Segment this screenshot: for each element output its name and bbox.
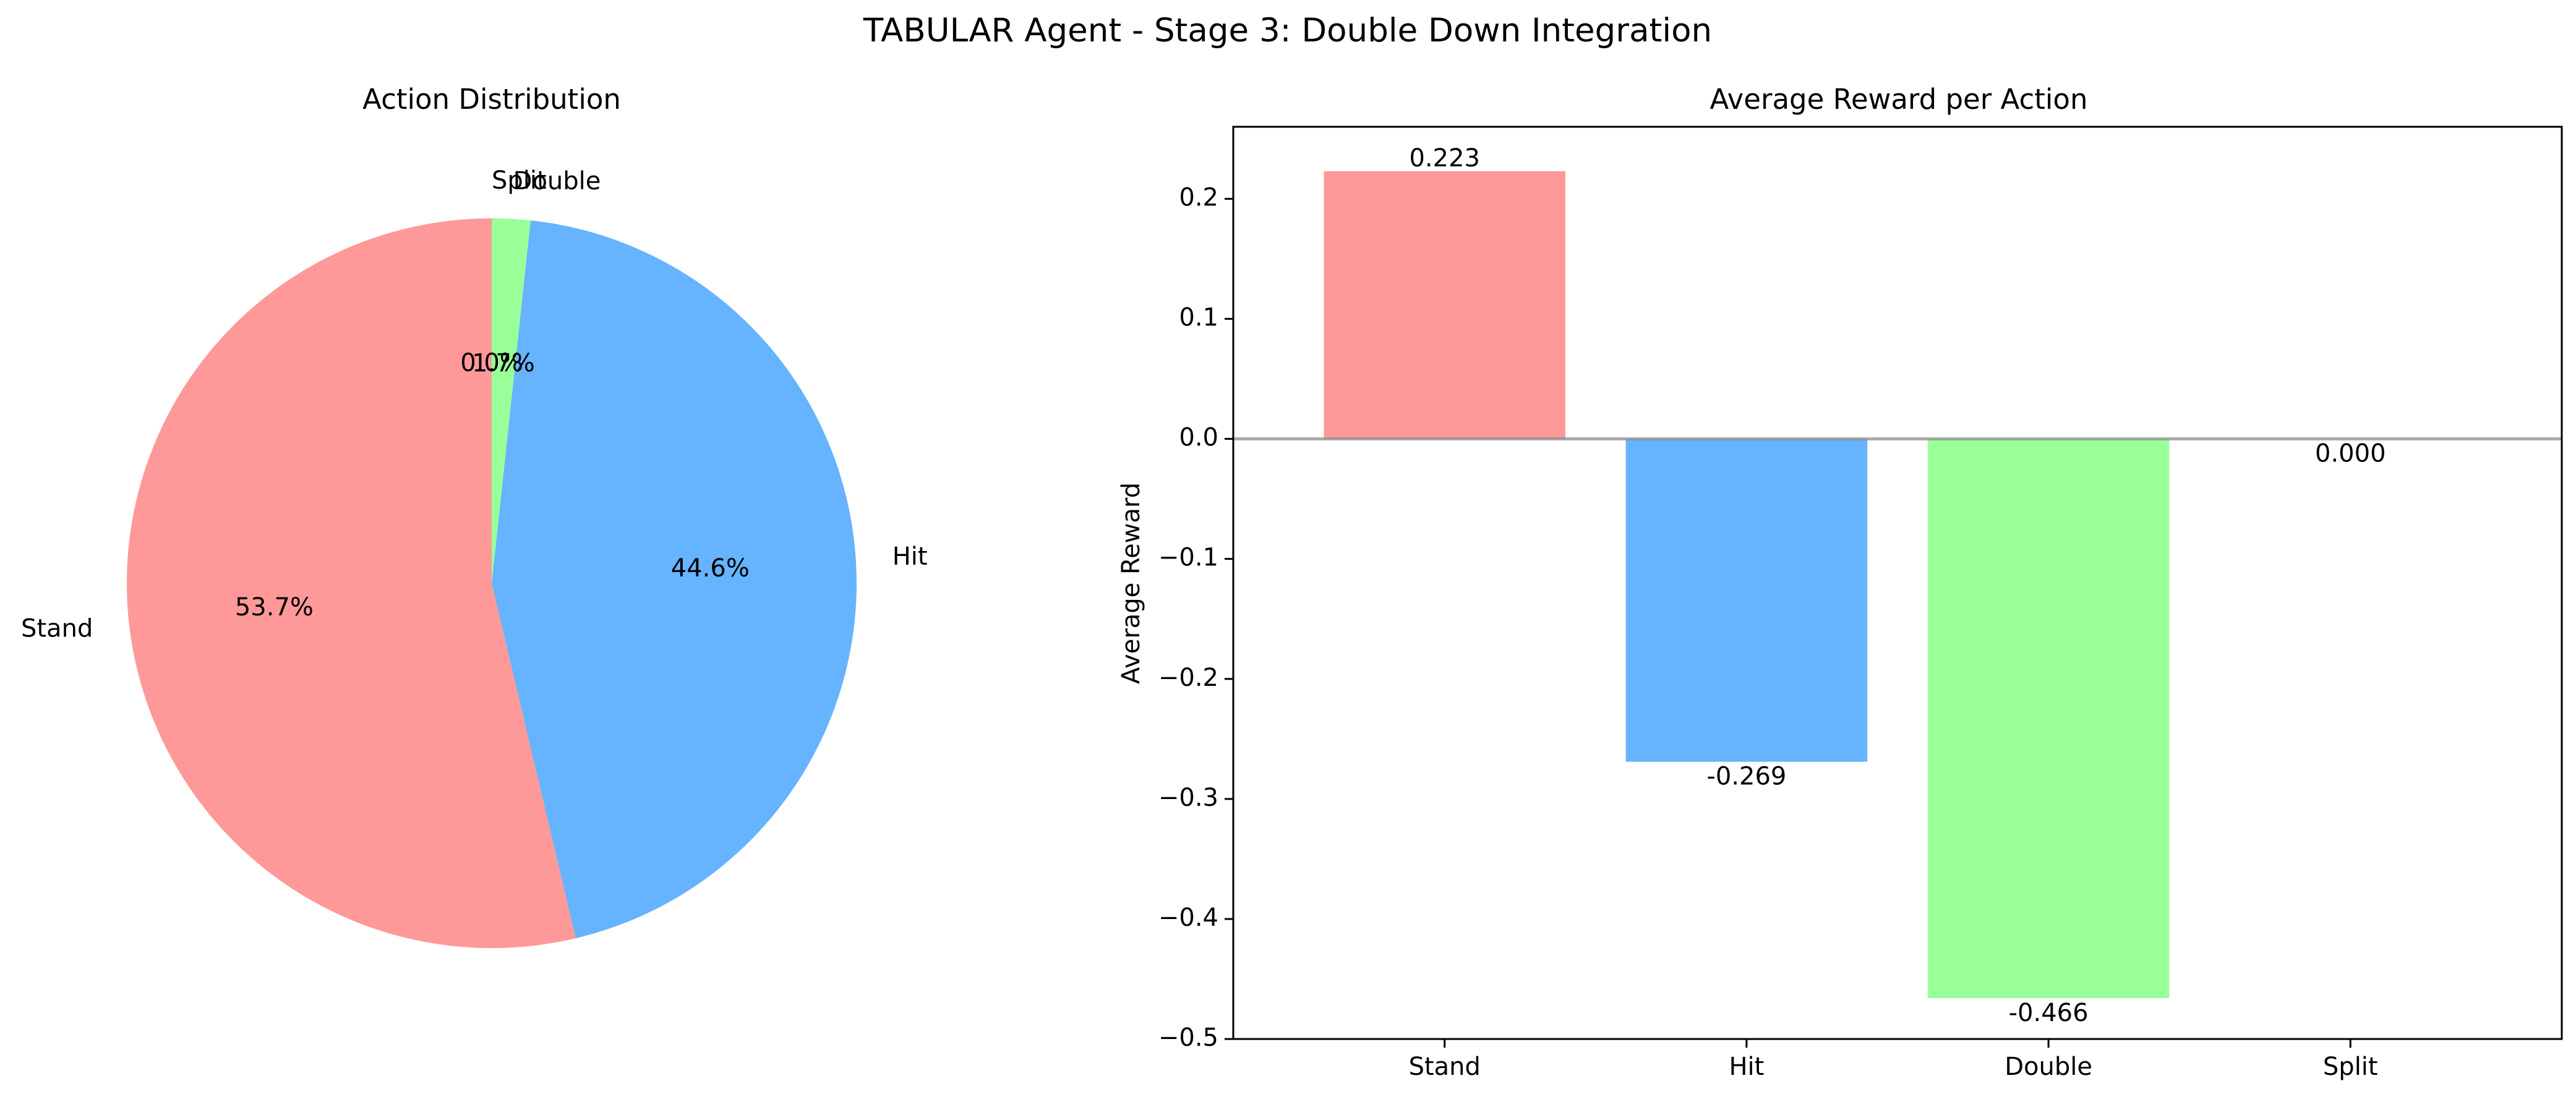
ytick-label: −0.1 — [1158, 544, 1218, 572]
bar-ylabel: Average Reward — [1117, 482, 1145, 684]
bar-double — [1927, 438, 2170, 999]
pie-slice-double — [492, 218, 531, 583]
ytick-label: 0.0 — [1179, 424, 1218, 452]
pie-title: Action Distribution — [362, 83, 621, 116]
pie-pct-hit: 44.6% — [671, 554, 750, 583]
ytick-label: −0.3 — [1158, 784, 1218, 812]
xtick-label-double: Double — [2005, 1053, 2092, 1081]
bar-hit — [1625, 438, 1868, 762]
pie-label-split: Split — [492, 166, 547, 195]
pie-chart: Action Distribution Stand 53.7% Hit 44.6% Do… — [21, 83, 928, 948]
bar-marks: 0.223 -0.269 -0.466 0.000 — [1233, 144, 2562, 1027]
pie-slice-stand — [127, 218, 576, 948]
ytick-label: 0.2 — [1179, 183, 1218, 212]
bar-title: Average Reward per Action — [1710, 83, 2088, 116]
pie-pct-double: 1.7% — [472, 349, 535, 378]
pie-label-hit: Hit — [892, 542, 928, 571]
xtick-label-split: Split — [2323, 1053, 2378, 1081]
pie-pct-split: 0.0% — [460, 349, 523, 377]
bar-stand — [1324, 171, 1565, 439]
pie-label-stand: Stand — [21, 614, 93, 643]
pie-label-double: Double — [513, 167, 601, 195]
bar-chart: Average Reward per Action Average Reward… — [1117, 83, 2563, 1081]
bar-value-label-split: 0.000 — [2315, 439, 2386, 468]
bar-value-label-double: -0.466 — [2009, 999, 2089, 1027]
xtick-label-hit: Hit — [1729, 1053, 1764, 1081]
ytick-label: −0.4 — [1158, 904, 1218, 932]
bar-value-label-hit: -0.269 — [1706, 762, 1786, 790]
bar-value-label-stand: 0.223 — [1409, 144, 1480, 173]
xtick-label-stand: Stand — [1409, 1053, 1481, 1081]
pie-labels: Stand 53.7% Hit 44.6% Double 1.7% Split 0.0% — [21, 166, 928, 643]
pie-pct-stand: 53.7% — [235, 593, 314, 622]
bar-axes-frame — [1232, 126, 2563, 1040]
figure-title: TABULAR Agent - Stage 3: Double Down Int… — [863, 12, 1712, 49]
ytick-label: −0.2 — [1158, 664, 1218, 692]
ytick-label: −0.5 — [1158, 1024, 1218, 1052]
pie-slices — [127, 218, 857, 948]
ytick-label: 0.1 — [1179, 304, 1218, 332]
pie-slice-hit — [492, 220, 857, 939]
bar-axis-ticks: 0.2 0.1 0.0 −0.1 −0.2 −0.3 −0.4 −0.5 Stand Hit Dou… — [1158, 183, 2378, 1081]
